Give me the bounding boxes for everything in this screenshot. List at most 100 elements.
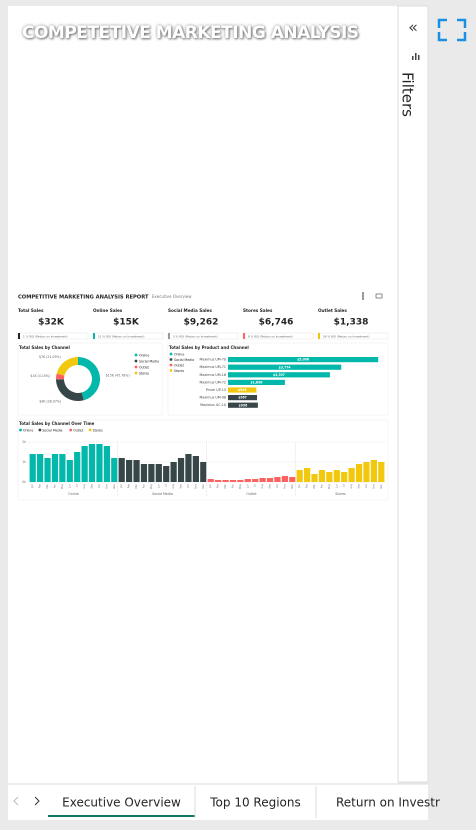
y-tick-label: Maximus UC-10	[200, 403, 226, 407]
x-tick-label: Feb	[128, 484, 131, 489]
legend-marker	[169, 358, 173, 361]
expand-icon[interactable]	[437, 18, 467, 42]
x-tick-label: Mar	[135, 484, 138, 489]
bar	[228, 402, 258, 408]
legend-label: Online	[139, 353, 149, 357]
next-tab[interactable]	[34, 796, 40, 806]
bar	[228, 357, 379, 363]
legend-label: Online	[23, 428, 33, 432]
tab[interactable]: Executive Overview	[62, 796, 181, 810]
x-tick-label: Dec	[380, 483, 383, 488]
column	[244, 479, 251, 482]
kpi-label: Stores Sales	[243, 308, 273, 313]
bar	[228, 372, 330, 378]
prev-tab[interactable]	[13, 796, 19, 806]
x-tick-label: Nov	[194, 483, 197, 488]
column	[274, 477, 281, 482]
kpi-label: Online Sales	[93, 308, 123, 313]
legend-label: Stores	[174, 369, 184, 373]
tab[interactable]: Return on Investr	[336, 796, 440, 810]
group-label: Online	[68, 492, 79, 496]
x-tick-label: May	[150, 483, 153, 489]
legend-marker	[134, 371, 138, 375]
column	[370, 460, 377, 482]
roi-marker	[243, 333, 245, 339]
x-tick-label: Sep	[269, 484, 272, 489]
x-tick-label: Jul	[254, 484, 257, 488]
column	[163, 466, 170, 482]
kpi-value: $32K	[38, 318, 65, 328]
bar	[228, 387, 257, 393]
legend-label: Outlet	[139, 365, 150, 369]
active-tab-underline	[48, 815, 195, 817]
column	[200, 462, 207, 482]
data-label: $3,774	[279, 365, 292, 369]
roi-marker	[93, 333, 95, 339]
collapse-filters[interactable]: «	[408, 18, 418, 37]
column	[126, 460, 133, 482]
legend-marker	[169, 352, 173, 356]
data-label: $5,006	[297, 358, 309, 362]
x-tick-label: Apr	[320, 484, 323, 488]
x-tick-label: Apr	[231, 484, 234, 488]
roi-label: 11 % ROI (Return on Investment)	[98, 334, 144, 338]
donut-segment	[55, 373, 65, 380]
column	[29, 454, 36, 482]
bar	[228, 379, 285, 385]
column	[229, 480, 237, 482]
x-tick-label: Jun	[157, 484, 160, 489]
x-tick-label: Sep	[91, 484, 94, 489]
roi-marker	[168, 333, 170, 339]
legend-marker	[38, 428, 42, 432]
group-label: Stores	[335, 492, 346, 496]
x-tick-label: Aug	[350, 484, 353, 489]
x-tick-label: Feb	[306, 484, 309, 489]
data-label: $1,896	[250, 381, 262, 385]
roi-label: 1 % ROI (Return on Investment)	[23, 334, 68, 338]
column	[237, 480, 244, 482]
column	[355, 464, 363, 482]
filter-icon	[412, 53, 420, 60]
filters-label[interactable]: Filters	[399, 72, 417, 117]
x-tick-label: Nov	[105, 483, 108, 488]
chart-title: Total Sales by Product and Channel	[169, 345, 249, 350]
column	[37, 454, 44, 482]
column	[74, 452, 81, 482]
x-tick-label: May	[328, 483, 331, 489]
column	[185, 454, 192, 482]
legend-marker	[88, 428, 92, 432]
tab[interactable]: Top 10 Regions	[209, 796, 300, 810]
data-label: $7K (21.09%)	[39, 355, 61, 359]
column	[96, 444, 103, 482]
column	[259, 478, 266, 482]
kpi-label: Outlet Sales	[318, 308, 347, 313]
column	[66, 460, 73, 482]
data-label: $946	[238, 388, 247, 392]
data-label: $996	[239, 403, 248, 407]
kpi-label: Total Sales	[18, 308, 44, 313]
column	[348, 468, 355, 482]
column	[81, 446, 88, 482]
x-tick-label: Nov	[372, 483, 375, 488]
x-tick-label: Oct	[365, 484, 368, 488]
page-title: COMPETETIVE MARKETING ANALYSIS	[22, 23, 359, 43]
column	[326, 472, 333, 482]
legend-marker	[69, 428, 73, 432]
roi-marker	[18, 333, 20, 339]
comment-icon	[375, 293, 383, 299]
data-label: $967	[238, 396, 247, 400]
x-tick-label: Jun	[68, 484, 71, 489]
donut-segment	[56, 357, 78, 376]
x-tick-label: Aug	[83, 484, 86, 489]
data-label: $1K (4.15%)	[30, 374, 50, 378]
column	[155, 464, 162, 482]
bar	[228, 364, 342, 370]
x-tick-label: Sep	[180, 484, 183, 489]
x-tick-label: Mar	[46, 484, 49, 489]
legend-marker	[169, 369, 173, 372]
x-tick-label: Jul	[76, 484, 79, 488]
y-tick-label: 2k	[22, 440, 26, 444]
column	[378, 462, 385, 482]
x-tick-label: May	[61, 483, 64, 489]
y-tick-label: 1k	[22, 460, 26, 464]
